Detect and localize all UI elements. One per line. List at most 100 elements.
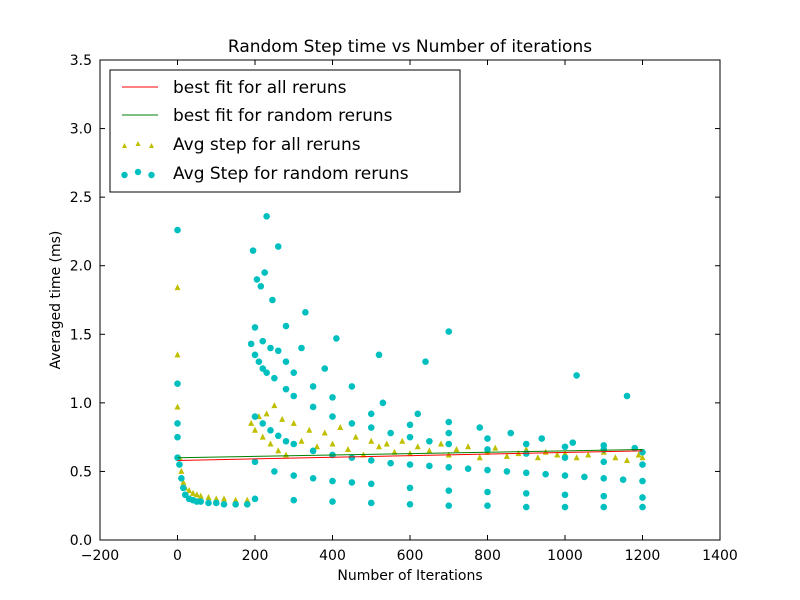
circle-point <box>484 446 491 453</box>
circle-point <box>290 369 298 376</box>
triangle-point <box>190 489 196 496</box>
circle-point <box>267 426 274 434</box>
circle-point <box>379 399 387 407</box>
triangle-point <box>414 443 421 450</box>
triangle-point <box>290 419 297 426</box>
circle-point <box>274 347 282 355</box>
circle-point <box>174 420 181 427</box>
triangle-point <box>624 456 630 463</box>
y-axis-title: Averaged time (ms) <box>48 231 64 370</box>
x-tick-label: 600 <box>397 548 424 564</box>
triangle-point <box>639 454 646 461</box>
circle-point <box>600 474 608 482</box>
x-tick-label: 200 <box>242 548 269 564</box>
circle-point <box>387 429 394 437</box>
circle-point <box>290 496 298 504</box>
triangle-point <box>252 426 258 433</box>
circle-point <box>274 432 282 440</box>
triangle-point <box>376 443 382 450</box>
triangle-point <box>503 452 510 459</box>
circle-point <box>367 499 375 507</box>
circle-point <box>619 476 627 483</box>
circle-point <box>507 429 515 437</box>
triangle-point <box>178 467 185 474</box>
legend-swatch-avg-step-random <box>121 168 155 179</box>
x-tick-label: 0 <box>173 548 182 564</box>
circle-point <box>561 472 569 479</box>
circle-point <box>631 444 639 452</box>
circle-point <box>251 324 259 331</box>
circle-point <box>422 358 429 366</box>
circle-point <box>387 459 394 467</box>
circle-point <box>274 243 282 250</box>
legend-label-avg-step-all: Avg step for all reruns <box>173 135 361 155</box>
circle-point <box>282 385 290 393</box>
y-tick-label: 2.0 <box>70 259 92 275</box>
triangle-point <box>298 437 305 444</box>
circle-point <box>639 503 646 511</box>
circle-point <box>243 501 251 508</box>
triangle-point <box>271 402 278 409</box>
circle-point <box>329 394 336 401</box>
triangle-point <box>248 419 255 426</box>
circle-point <box>639 477 646 485</box>
circle-point <box>484 502 491 510</box>
circle-point <box>522 490 530 497</box>
circle-point <box>232 501 239 508</box>
circle-point <box>426 437 433 445</box>
circle-point <box>367 410 375 418</box>
y-tick-label: 1.5 <box>70 327 92 343</box>
triangle-point <box>221 495 227 502</box>
circle-point <box>445 328 453 335</box>
triangle-point <box>259 433 266 440</box>
circle-point <box>261 269 268 276</box>
legend-swatch-avg-step-all <box>122 141 154 148</box>
circle-point <box>259 420 267 427</box>
triangle-point <box>197 492 204 499</box>
circle-point <box>375 351 383 359</box>
circle-point <box>257 282 265 290</box>
circle-point <box>329 477 336 485</box>
triangle-point <box>534 454 541 461</box>
circle-point <box>522 440 530 448</box>
triangle-point <box>306 426 313 433</box>
triangle-point <box>399 437 406 444</box>
triangle-point <box>174 403 181 410</box>
triangle-point <box>180 478 187 485</box>
axis-ticks: −200 0 200 400 600 800 1000 1200 1400 0.0 0.5 1.0 1.… <box>70 53 738 564</box>
fit-line-0 <box>177 450 643 461</box>
circle-point <box>569 439 577 446</box>
circle-point <box>639 461 646 468</box>
triangle-point <box>453 445 460 452</box>
triangle-point <box>275 447 282 454</box>
triangle-point <box>279 415 286 422</box>
triangle-point <box>174 351 181 358</box>
circle-point <box>600 442 608 449</box>
circle-point <box>503 468 511 475</box>
circle-point <box>476 424 484 431</box>
circle-point <box>406 421 414 429</box>
triangle-point <box>383 440 390 447</box>
x-tick-label: 1400 <box>702 548 738 564</box>
circle-point <box>178 474 185 482</box>
triangle-point <box>352 433 359 440</box>
circle-point <box>174 380 181 387</box>
x-tick-label: 1200 <box>625 548 661 564</box>
circle-point <box>249 247 257 254</box>
circle-point <box>414 410 422 418</box>
y-tick-label: 2.5 <box>70 190 92 206</box>
circle-point <box>581 473 588 481</box>
circle-point <box>445 464 453 471</box>
triangle-point <box>523 445 530 452</box>
legend-box <box>109 69 461 193</box>
circle-point <box>251 413 259 420</box>
triangle-point <box>426 447 433 454</box>
circle-point <box>205 499 212 507</box>
circle-point <box>561 443 569 451</box>
circle-point <box>406 461 414 468</box>
triangle-point <box>337 424 344 431</box>
fit-line-1 <box>177 448 643 459</box>
triangle-point <box>283 451 289 458</box>
x-axis-title: Number of Iterations <box>337 568 482 584</box>
